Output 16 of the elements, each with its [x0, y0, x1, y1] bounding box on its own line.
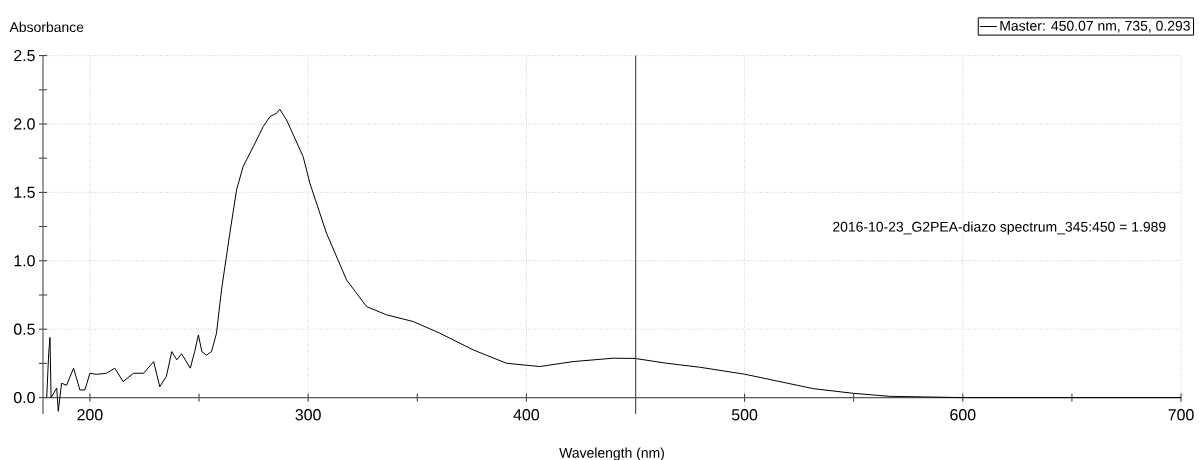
- y-axis-title: Absorbance: [9, 21, 84, 33]
- y-tick-label: 1.5: [14, 186, 35, 198]
- x-tick-label: 300: [295, 409, 321, 421]
- x-tick-label: 400: [513, 409, 540, 421]
- x-tick-label: 600: [950, 409, 976, 421]
- annotation: 2016-10-23_G2PEA-diazo spectrum_345:450 = 1.989: [833, 221, 1166, 235]
- x-axis-title: Wavelength (nm): [559, 447, 664, 460]
- y-tick-label: 0.0: [13, 391, 35, 404]
- x-tick-label: 200: [77, 409, 103, 421]
- y-tick-label: 2.0: [14, 118, 35, 130]
- x-tick-label: 700: [1168, 409, 1194, 421]
- y-tick-label: 1.0: [14, 255, 35, 267]
- x-tick-label: 500: [731, 409, 758, 421]
- y-tick-label: 0.5: [13, 323, 35, 335]
- y-tick-label: 2.5: [14, 49, 35, 62]
- legend-label: Master: 450.07 nm, 735, 0.293: [1000, 20, 1190, 33]
